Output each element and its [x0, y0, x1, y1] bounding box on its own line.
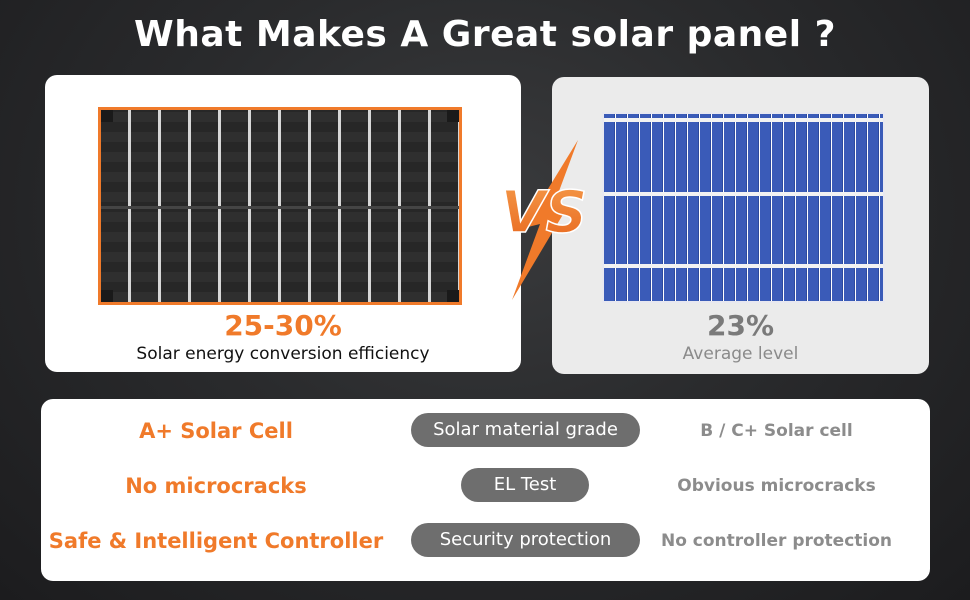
comparison-row: A+ Solar Cell Solar material grade B / C…: [41, 413, 930, 449]
great-feature: A+ Solar Cell: [139, 419, 293, 443]
average-efficiency-caption: Average level: [682, 344, 799, 364]
average-efficiency-value: 23%: [706, 309, 775, 342]
great-panel-card: 25-30% Solar energy conversion efficienc…: [45, 75, 521, 372]
vs-icon: VS: [500, 140, 588, 300]
vs-label: VS: [501, 178, 588, 246]
comparison-row: Safe & Intelligent Controller Security p…: [41, 523, 930, 559]
average-feature: No controller protection: [660, 531, 893, 551]
great-efficiency-caption: Solar energy conversion efficiency: [136, 344, 430, 364]
criterion-pill: Security protection: [411, 523, 640, 557]
criterion-pill: Solar material grade: [411, 413, 640, 447]
great-efficiency-value: 25-30%: [224, 309, 342, 342]
great-feature: No microcracks: [125, 474, 307, 498]
average-feature: B / C+ Solar cell: [700, 421, 853, 441]
comparison-row: No microcracks EL Test Obvious microcrac…: [41, 468, 930, 504]
comparison-table: A+ Solar Cell Solar material grade B / C…: [41, 399, 930, 581]
great-feature: Safe & Intelligent Controller: [48, 529, 384, 553]
monocrystalline-panel-image: [98, 107, 462, 305]
average-feature: Obvious microcracks: [677, 476, 876, 496]
polycrystalline-panel-image: [602, 112, 885, 303]
criterion-pill: EL Test: [461, 468, 589, 502]
average-panel-card: 23% Average level: [552, 77, 929, 374]
page-title: What Makes A Great solar panel ?: [134, 14, 836, 55]
